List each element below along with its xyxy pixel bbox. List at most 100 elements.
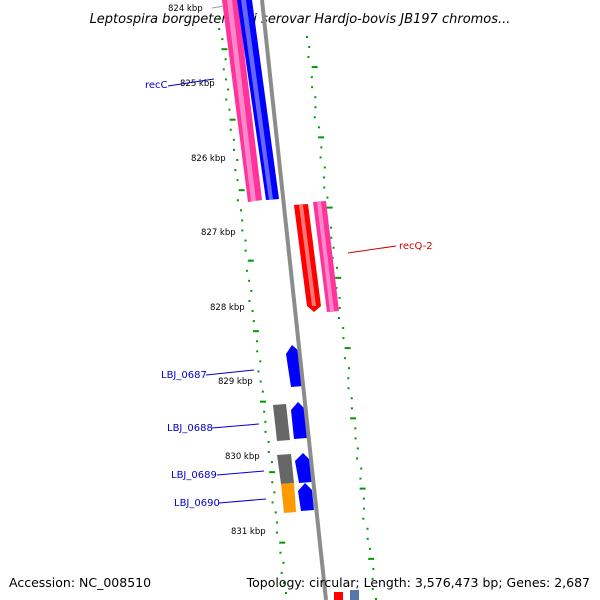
gc-dot (256, 340, 259, 343)
gc-dot (248, 299, 251, 302)
tick-label-831: 831 kbp (231, 527, 266, 537)
LBJ_0688-leader (211, 423, 260, 429)
gc-dot (330, 226, 333, 229)
gc-dot (275, 521, 278, 524)
gc-dot (314, 106, 317, 109)
LBJ_0690-feature[interactable] (298, 483, 314, 511)
gc-dot (368, 557, 375, 560)
coordinate-ticks: 824 kbp 825 kbp 826 kbp 827 kbp 828 kbp … (168, 4, 266, 537)
gc-dot (247, 259, 254, 262)
gc-dot (350, 397, 353, 400)
recC-leader (167, 78, 215, 87)
LBJ_0688-label[interactable]: LBJ_0688 (167, 423, 213, 434)
gc-dot (271, 501, 274, 504)
gc-dot (320, 146, 323, 149)
gc-dot (310, 76, 313, 79)
gc-dot (232, 138, 235, 141)
edge-feature-steel[interactable] (350, 590, 359, 600)
tick-label-830: 830 kbp (225, 452, 260, 462)
gc-dot (343, 357, 346, 360)
gc-dot (347, 387, 350, 390)
gc-dot (338, 317, 340, 319)
gc-dot (267, 440, 270, 443)
LBJ_0690-label[interactable]: LBJ_0690 (174, 498, 220, 509)
recC-feature-pink-highlight (227, 0, 256, 201)
LBJ_0687-leader (205, 369, 255, 376)
gc-dot (319, 156, 322, 159)
gc-dot (229, 128, 232, 131)
gc-dot (240, 209, 242, 212)
LBJ_0690-feature-orange[interactable] (281, 483, 296, 513)
genome-summary-text: Topology: circular; Length: 3,576,473 bp… (246, 575, 590, 590)
recQ-2-feature-highlight (299, 205, 316, 306)
gc-dot (225, 98, 228, 101)
gc-dot (335, 266, 338, 269)
LBJ_0689-feature-grey[interactable] (277, 454, 294, 484)
gc-dot (354, 437, 357, 440)
gc-dot (338, 306, 341, 309)
gc-dot (241, 229, 244, 232)
gc-dot (335, 276, 342, 279)
gc-dot (244, 249, 247, 252)
gc-content-track (218, 18, 377, 600)
gc-dot (330, 236, 333, 239)
gc-dot (244, 239, 247, 242)
tick-label-827: 827 kbp (201, 228, 236, 238)
chromosome-backbone (260, 0, 328, 600)
gc-dot (338, 296, 341, 299)
LBJ_0690-leader (218, 498, 267, 504)
gc-dot (350, 407, 353, 410)
gc-dot (257, 370, 260, 373)
gc-dot (344, 347, 351, 350)
gc-dot (252, 330, 259, 333)
gc-dot (218, 18, 220, 20)
LBJ_0688-feature[interactable] (291, 402, 307, 439)
gc-dot (269, 471, 276, 474)
gc-dot (368, 547, 371, 550)
gc-dot (356, 457, 358, 460)
gc-dot (224, 78, 227, 81)
gc-dot (366, 537, 369, 540)
gc-dot (245, 269, 248, 272)
gc-dot (308, 46, 311, 49)
gc-dot (270, 461, 273, 464)
recQ-2-feature-pink-highlight (317, 202, 334, 311)
gc-dot (221, 38, 224, 41)
gc-dot (362, 517, 365, 520)
gc-dot (306, 36, 308, 38)
gc-dot (259, 380, 262, 383)
gc-dot (362, 497, 365, 500)
gc-dot (375, 598, 377, 600)
recC-label[interactable]: recC (145, 80, 168, 91)
recQ-2-leader (347, 245, 397, 254)
gc-dot (285, 592, 287, 594)
gc-dot (274, 511, 277, 514)
gc-dot (256, 350, 259, 353)
gc-dot (342, 337, 345, 340)
gc-dot (363, 507, 366, 510)
LBJ_0688-feature-grey[interactable] (273, 404, 290, 441)
gc-dot (236, 199, 239, 202)
gc-dot (250, 289, 253, 292)
gc-dot (279, 551, 282, 554)
gc-dot (241, 219, 244, 222)
gc-dot (279, 541, 286, 544)
gc-dot (350, 417, 357, 420)
gc-dot (224, 58, 227, 61)
gc-dot (359, 477, 362, 480)
LBJ_0689-feature[interactable] (295, 453, 312, 483)
gc-dot (260, 400, 266, 403)
tick-mark (211, 5, 225, 9)
LBJ_0687-label[interactable]: LBJ_0687 (161, 370, 207, 381)
gc-dot (273, 491, 276, 494)
LBJ_0689-label[interactable]: LBJ_0689 (171, 470, 217, 481)
recC-feature-blue-highlight (241, 0, 273, 200)
recQ-2-label[interactable]: recQ-2 (399, 241, 433, 252)
gc-dot (238, 189, 245, 192)
gc-dot (359, 487, 366, 490)
gc-dot (252, 320, 255, 323)
gc-dot (233, 148, 236, 151)
edge-feature-red[interactable] (334, 592, 343, 600)
